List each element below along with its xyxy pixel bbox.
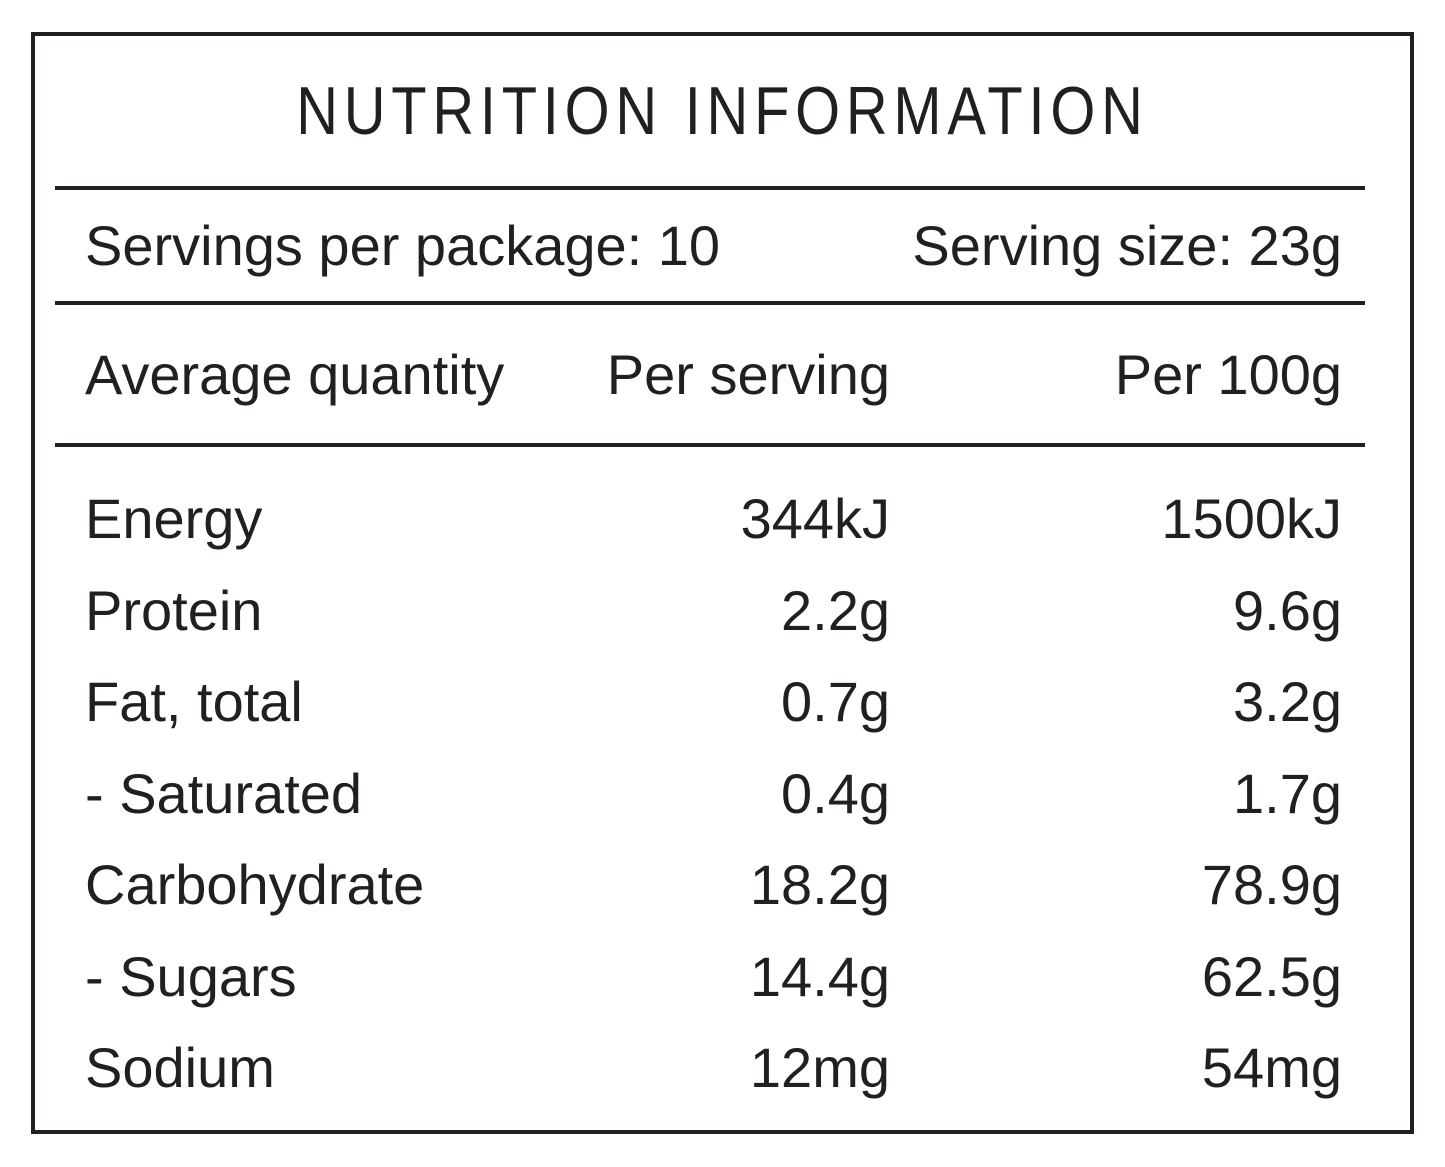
- value-per-100g: 1500kJ: [1161, 487, 1342, 551]
- value-per-100g: 9.6g: [1233, 578, 1342, 642]
- nutrient-row-energy: Energy 344kJ 1500kJ: [35, 473, 1410, 565]
- value-per-serving: 2.2g: [781, 578, 890, 642]
- servings-row: Servings per package: 10 Serving size: 2…: [35, 190, 1410, 301]
- col-header-average-quantity: Average quantity: [85, 342, 505, 406]
- panel-title-area: NUTRITION INFORMATION: [35, 36, 1410, 186]
- nutrient-label: Fat, total: [85, 670, 303, 734]
- col-header-per-100g: Per 100g: [1114, 342, 1342, 406]
- value-per-100g: 54mg: [1201, 1036, 1342, 1100]
- divider-middle: [55, 301, 1365, 305]
- value-per-100g: 3.2g: [1233, 670, 1342, 734]
- nutrient-label: - Saturated: [85, 761, 363, 825]
- serving-size: Serving size: 23g: [912, 214, 1342, 277]
- nutrient-label: Energy: [85, 487, 263, 551]
- nutrient-row-saturated: - Saturated 0.4g 1.7g: [35, 748, 1410, 840]
- nutrient-table-body: Energy 344kJ 1500kJ Protein 2.2g 9.6g Fa…: [35, 447, 1410, 1114]
- value-per-100g: 62.5g: [1201, 944, 1342, 1008]
- value-per-serving: 14.4g: [749, 944, 890, 1008]
- value-per-100g: 1.7g: [1233, 761, 1342, 825]
- nutrient-label: Carbohydrate: [85, 853, 425, 917]
- value-per-serving: 12mg: [749, 1036, 890, 1100]
- nutrient-row-protein: Protein 2.2g 9.6g: [35, 565, 1410, 657]
- nutrient-label: Sodium: [85, 1036, 275, 1100]
- nutrient-label: Protein: [85, 578, 263, 642]
- value-per-serving: 344kJ: [740, 487, 890, 551]
- nutrient-row-sodium: Sodium 12mg 54mg: [35, 1022, 1410, 1114]
- col-header-per-serving: Per serving: [606, 342, 890, 406]
- value-per-serving: 0.4g: [781, 761, 890, 825]
- nutrition-information-panel: NUTRITION INFORMATION Servings per packa…: [31, 32, 1414, 1134]
- value-per-serving: 18.2g: [749, 853, 890, 917]
- panel-title: NUTRITION INFORMATION: [296, 73, 1149, 149]
- nutrient-row-fat-total: Fat, total 0.7g 3.2g: [35, 656, 1410, 748]
- column-header-row: Average quantity Per serving Per 100g: [35, 305, 1410, 443]
- nutrient-row-sugars: - Sugars 14.4g 62.5g: [35, 931, 1410, 1023]
- divider-top: [55, 186, 1365, 190]
- divider-bottom: [55, 443, 1365, 447]
- servings-per-package: Servings per package: 10: [85, 214, 721, 277]
- nutrient-label: - Sugars: [85, 944, 297, 1008]
- value-per-100g: 78.9g: [1201, 853, 1342, 917]
- value-per-serving: 0.7g: [781, 670, 890, 734]
- nutrient-row-carbohydrate: Carbohydrate 18.2g 78.9g: [35, 839, 1410, 931]
